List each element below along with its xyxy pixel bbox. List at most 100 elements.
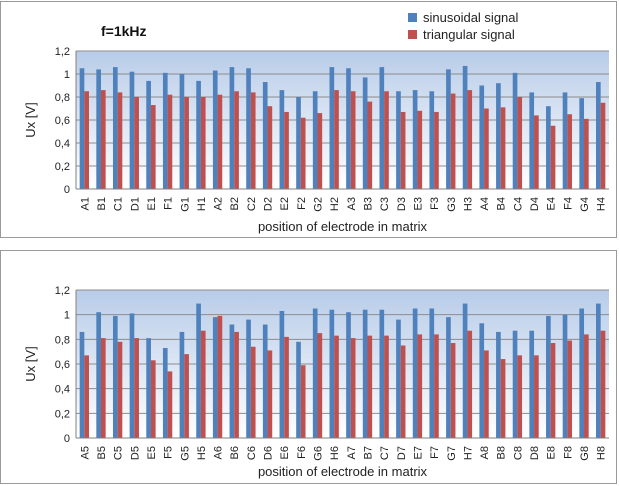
bar-sinusoidal-C5 — [112, 315, 118, 438]
bar-triangular-F8 — [567, 340, 573, 438]
bar-triangular-B3 — [367, 101, 373, 189]
x-tick-label: A7 — [346, 446, 358, 459]
bar-sinusoidal-D7 — [396, 319, 401, 438]
x-tick-label: A4 — [479, 197, 491, 210]
y-tick-label: 0,4 — [55, 384, 70, 396]
bar-triangular-A7 — [350, 338, 356, 438]
x-tick-label: B1 — [96, 197, 108, 210]
bar-sinusoidal-G7 — [446, 317, 451, 438]
bar-triangular-D6 — [267, 350, 273, 438]
x-tick-label: F2 — [296, 197, 308, 210]
bar-sinusoidal-E4 — [546, 106, 551, 189]
bar-sinusoidal-B5 — [96, 312, 101, 438]
bar-sinusoidal-F7 — [429, 308, 435, 438]
bar-triangular-B6 — [234, 331, 239, 438]
bar-sinusoidal-A6 — [212, 317, 218, 438]
bar-triangular-A2 — [217, 94, 223, 189]
bar-sinusoidal-B2 — [229, 67, 235, 189]
bar-sinusoidal-E1 — [146, 80, 151, 189]
x-tick-label: F6 — [296, 446, 308, 459]
x-tick-label: G7 — [446, 446, 458, 461]
bar-sinusoidal-A4 — [479, 85, 485, 189]
x-tick-label: E3 — [412, 197, 424, 210]
bar-sinusoidal-F3 — [429, 91, 435, 189]
x-tick-label: C3 — [379, 197, 391, 211]
bar-triangular-G6 — [317, 333, 323, 438]
bar-sinusoidal-D2 — [262, 82, 268, 189]
y-tick-label: 0,2 — [55, 408, 70, 420]
bar-triangular-D1 — [134, 97, 139, 189]
bar-sinusoidal-F5 — [162, 347, 168, 438]
x-tick-label: A1 — [79, 197, 91, 210]
bar-sinusoidal-H4 — [596, 82, 601, 189]
bar-sinusoidal-D8 — [529, 330, 535, 438]
y-tick-label: 1 — [64, 69, 70, 81]
y-tick-label: 0,4 — [55, 138, 70, 150]
bar-triangular-E7 — [417, 334, 423, 438]
bar-triangular-F4 — [567, 114, 573, 189]
x-tick-label: D2 — [263, 197, 275, 211]
x-tick-label: D4 — [529, 197, 541, 211]
x-tick-label: D5 — [129, 446, 141, 460]
x-tick-label: C5 — [113, 446, 125, 460]
bar-triangular-D2 — [267, 106, 273, 189]
bar-triangular-G1 — [184, 97, 189, 189]
bar-triangular-C1 — [117, 92, 123, 189]
bar-triangular-F6 — [300, 365, 306, 438]
bar-sinusoidal-C6 — [246, 319, 251, 438]
bar-sinusoidal-A5 — [79, 331, 85, 438]
bar-sinusoidal-E2 — [279, 90, 285, 189]
bar-sinusoidal-F2 — [296, 97, 301, 189]
x-tick-label: D6 — [263, 446, 275, 460]
chart-panel-top: 0 0,2 0,4 0,6 0,8 1 1,2 A1 B1 C1 D1 E1 F1 G1 H1 A2 B2 C2 D… — [0, 1, 617, 238]
bar-triangular-F1 — [167, 94, 173, 189]
bar-triangular-G5 — [184, 354, 189, 438]
bar-sinusoidal-F4 — [562, 92, 568, 189]
bar-sinusoidal-F8 — [562, 314, 568, 438]
bar-sinusoidal-D4 — [529, 92, 535, 189]
bar-sinusoidal-E6 — [279, 310, 285, 438]
x-tick-label: A5 — [79, 446, 91, 459]
x-tick-label: C4 — [512, 197, 524, 211]
x-tick-label: G4 — [579, 197, 591, 212]
x-axis-title: position of electrode in matrix — [258, 219, 428, 234]
bar-sinusoidal-G1 — [179, 74, 185, 189]
bar-triangular-C3 — [384, 91, 389, 189]
bar-triangular-D5 — [134, 338, 139, 438]
y-tick-label: 1,2 — [55, 46, 70, 58]
bar-triangular-F2 — [300, 117, 306, 189]
bar-triangular-G3 — [450, 93, 456, 189]
bar-sinusoidal-C7 — [379, 309, 385, 438]
bar-sinusoidal-A7 — [346, 312, 351, 438]
bar-sinusoidal-B1 — [96, 69, 101, 189]
x-tick-label: F3 — [429, 197, 441, 210]
x-tick-label: G8 — [579, 446, 591, 461]
bar-triangular-E2 — [284, 111, 289, 189]
bar-sinusoidal-H7 — [462, 303, 468, 438]
bar-triangular-C5 — [117, 341, 123, 438]
bar-triangular-D8 — [534, 355, 539, 438]
bar-sinusoidal-B6 — [229, 324, 235, 438]
y-tick-label: 1,2 — [55, 285, 70, 297]
bar-sinusoidal-D5 — [129, 313, 135, 438]
x-tick-label: B4 — [496, 197, 508, 210]
x-tick-label: C8 — [512, 446, 524, 460]
x-tick-label: H5 — [196, 446, 208, 460]
bar-triangular-D3 — [400, 111, 406, 189]
bar-sinusoidal-G5 — [179, 331, 185, 438]
bar-triangular-H6 — [334, 335, 339, 438]
x-tick-label: D3 — [396, 197, 408, 211]
bar-sinusoidal-G2 — [312, 91, 318, 189]
x-tick-label: D8 — [529, 446, 541, 460]
bar-sinusoidal-E5 — [146, 338, 151, 438]
bar-sinusoidal-G3 — [446, 69, 451, 189]
bar-triangular-B4 — [500, 107, 506, 189]
y-tick-label: 1 — [64, 310, 70, 322]
chart-bottom: 0 0,2 0,4 0,6 0,8 1 1,2 A5 B5 C5 D5 E5 F5 G5 H5 A6 B6 C6 D… — [23, 285, 609, 479]
bar-sinusoidal-D3 — [396, 91, 401, 189]
bar-triangular-A6 — [217, 315, 223, 438]
bar-sinusoidal-E3 — [412, 90, 418, 189]
x-tick-label: H8 — [596, 446, 608, 460]
x-tick-label: A3 — [346, 197, 358, 210]
x-tick-label: D1 — [129, 197, 141, 211]
